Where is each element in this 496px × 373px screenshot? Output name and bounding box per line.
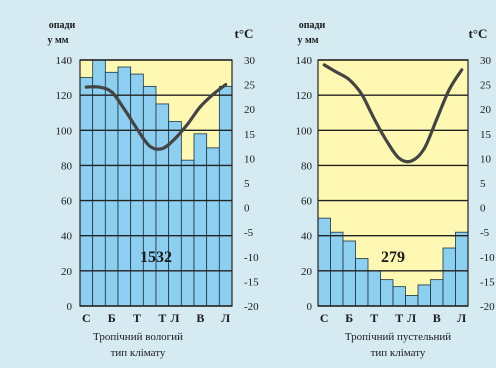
precipitation-bar-1 bbox=[317, 217, 331, 307]
month-label: Л bbox=[171, 311, 180, 325]
precip-tick-label: 100 bbox=[56, 125, 73, 137]
month-label: Т bbox=[158, 311, 166, 325]
chart-tropical-desert: 0 20 40 60 80 100 120 140 -20 -15 -10 -5 0 5 10 15 20 25 3… bbox=[296, 20, 496, 359]
precip-tick-label: 140 bbox=[296, 55, 313, 67]
precip-tick-label: 140 bbox=[56, 55, 73, 67]
precip-axis-title-line2: у мм bbox=[47, 35, 68, 46]
precipitation-bar-10 bbox=[193, 133, 208, 307]
temp-tick-label: 10 bbox=[480, 153, 492, 165]
temp-tick-label: 15 bbox=[244, 129, 256, 141]
precipitation-bar-5 bbox=[367, 270, 381, 307]
temp-tick-label: 15 bbox=[480, 129, 492, 141]
annual-total-label: 279 bbox=[381, 249, 405, 266]
plot-border bbox=[317, 59, 469, 307]
caption-line2: тип клімату bbox=[371, 347, 426, 359]
precipitation-bar-9 bbox=[180, 159, 195, 307]
precip-axis-title-line1: опади bbox=[299, 20, 326, 31]
temperature-line bbox=[84, 83, 228, 151]
temp-tick-label: 10 bbox=[244, 153, 256, 165]
temp-tick-label: -15 bbox=[480, 276, 495, 288]
temp-axis-title: t°C bbox=[235, 26, 254, 41]
temp-tick-label: 5 bbox=[480, 178, 486, 190]
month-label: Т bbox=[133, 311, 141, 325]
precip-tick-label: 20 bbox=[61, 266, 73, 278]
month-label: С bbox=[320, 311, 329, 325]
temperature-line bbox=[322, 63, 464, 164]
precipitation-bar-7 bbox=[392, 286, 406, 307]
precip-tick-label: 100 bbox=[296, 125, 313, 137]
precip-tick-label: 60 bbox=[61, 196, 73, 208]
temp-tick-label: -20 bbox=[244, 301, 259, 313]
precip-axis-title-line1: опади bbox=[49, 20, 76, 31]
temp-axis-title: t°C bbox=[469, 26, 488, 41]
month-label: Б bbox=[345, 311, 353, 325]
precipitation-bar-8 bbox=[168, 121, 182, 307]
temp-tick-label: 0 bbox=[480, 203, 486, 215]
precipitation-bar-6 bbox=[142, 85, 157, 307]
precip-tick-label: 80 bbox=[61, 160, 73, 172]
month-label: Л bbox=[457, 311, 466, 325]
temp-tick-label: -5 bbox=[480, 227, 490, 239]
precipitation-bar-3 bbox=[342, 240, 356, 307]
chart-tropical-humid: 0 20 40 60 80 100 120 140 -20 -15 -10 -5 0 5 10 15 20 25 3… bbox=[47, 20, 259, 359]
precipitation-bar-2 bbox=[92, 59, 106, 307]
precipitation-bar-2 bbox=[330, 231, 344, 307]
precip-tick-label: 40 bbox=[61, 231, 73, 243]
precipitation-bar-9 bbox=[417, 284, 431, 307]
temp-tick-label: -15 bbox=[244, 276, 259, 288]
month-label: С bbox=[82, 311, 91, 325]
precip-tick-label: 20 bbox=[301, 266, 313, 278]
month-label: Т bbox=[370, 311, 378, 325]
precipitation-bar-11 bbox=[442, 247, 456, 307]
temp-tick-label: 20 bbox=[244, 104, 256, 116]
temp-tick-label: -10 bbox=[480, 252, 495, 264]
temp-tick-label: -20 bbox=[480, 301, 495, 313]
precipitation-bar-7 bbox=[155, 103, 170, 307]
temp-tick-label: 5 bbox=[244, 178, 250, 190]
temp-tick-label: -10 bbox=[244, 252, 259, 264]
precip-tick-label: 40 bbox=[301, 231, 313, 243]
precip-tick-label: 60 bbox=[301, 196, 313, 208]
month-label: В bbox=[433, 311, 441, 325]
caption-line1: Тропічний вологий bbox=[93, 331, 183, 343]
precip-tick-label: 120 bbox=[296, 90, 313, 102]
plot-border bbox=[79, 59, 233, 307]
month-label: Л bbox=[221, 311, 230, 325]
precipitation-bar-8 bbox=[405, 295, 419, 307]
precipitation-bar-4 bbox=[355, 258, 369, 307]
precip-tick-label: 0 bbox=[67, 301, 73, 313]
caption-line1: Тропічний пустельний bbox=[345, 331, 451, 343]
precipitation-bar-12 bbox=[218, 85, 233, 307]
temp-tick-label: 0 bbox=[244, 203, 250, 215]
temp-tick-label: 30 bbox=[244, 55, 256, 67]
temp-tick-label: 20 bbox=[480, 104, 492, 116]
precip-axis-title-line2: у мм bbox=[297, 35, 318, 46]
annual-total-label: 1532 bbox=[140, 249, 172, 266]
temp-tick-label: 25 bbox=[480, 80, 492, 92]
precip-tick-label: 80 bbox=[301, 160, 313, 172]
month-label: Л bbox=[407, 311, 416, 325]
precip-tick-label: 120 bbox=[56, 90, 73, 102]
month-label: Т bbox=[395, 311, 403, 325]
precipitation-bar-1 bbox=[79, 77, 94, 307]
precipitation-bar-11 bbox=[206, 147, 220, 307]
caption-line2: тип клімату bbox=[111, 347, 166, 359]
month-label: Б bbox=[108, 311, 116, 325]
precipitation-bar-12 bbox=[455, 231, 469, 307]
temp-tick-label: 25 bbox=[244, 80, 256, 92]
precip-tick-label: 0 bbox=[307, 301, 313, 313]
temp-tick-label: 30 bbox=[480, 55, 492, 67]
precipitation-bar-6 bbox=[380, 279, 394, 307]
precipitation-bar-10 bbox=[430, 279, 444, 307]
temp-tick-label: -5 bbox=[244, 227, 254, 239]
month-label: В bbox=[196, 311, 204, 325]
